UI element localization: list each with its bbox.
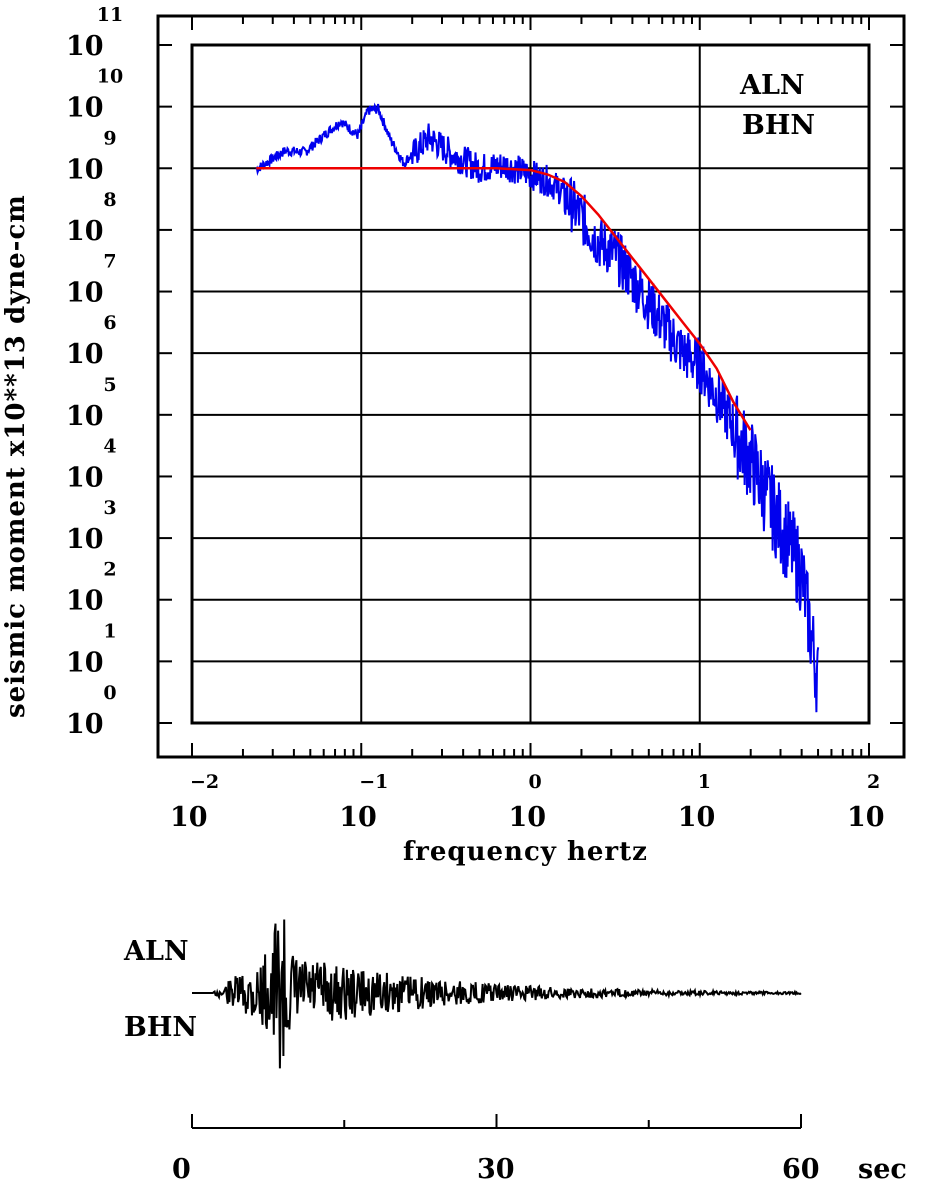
seismogram-station: ALN: [123, 936, 189, 967]
plot-frame-inner: [190, 43, 871, 725]
y-tick-label-exp: 0: [103, 682, 116, 704]
seismogram-channel: BHN: [124, 1012, 197, 1043]
legend-station: ALN: [739, 70, 805, 101]
y-tick-label-base: 10: [66, 339, 104, 370]
y-tick-label-exp: 7: [103, 251, 116, 273]
y-tick-label-base: 10: [66, 31, 104, 62]
series: [255, 102, 820, 713]
time-tick-30: 30: [477, 1154, 515, 1184]
y-tick-label-exp: 2: [103, 559, 116, 581]
time-tick-60: 60: [782, 1154, 820, 1184]
y-tick-label-base: 10: [66, 462, 104, 493]
legend-channel: BHN: [742, 110, 815, 141]
y-tick-label-exp: 5: [103, 374, 116, 396]
y-tick-label-exp: 10: [97, 66, 123, 88]
observed-spectrum-line: [255, 102, 820, 713]
x-tick-label-exp: −2: [190, 771, 219, 793]
x-tick-label-base: 10: [170, 802, 208, 833]
time-unit-label: sec: [858, 1154, 907, 1184]
y-tick-label-exp: 9: [103, 127, 116, 149]
x-tick-label-exp: −1: [359, 771, 388, 793]
x-tick-label-base: 10: [847, 802, 885, 833]
y-tick-label-base: 10: [66, 524, 104, 555]
y-tick-label-exp: 1: [103, 620, 116, 642]
time-tick-0: 0: [172, 1154, 191, 1184]
x-tick-label-base: 10: [339, 802, 377, 833]
time-axis-ticks: [191, 1114, 802, 1128]
y-tick-label-exp: 8: [103, 189, 116, 211]
x-tick-labels: 10 −2 10 −1 10 0 10 1 10 2: [170, 771, 885, 833]
x-tick-label-exp: 2: [867, 771, 880, 793]
y-tick-label-base: 10: [66, 709, 104, 740]
x-tick-label-exp: 1: [698, 771, 711, 793]
y-tick-label-base: 10: [66, 216, 104, 247]
x-tick-label-exp: 0: [529, 771, 542, 793]
x-axis-label: frequency hertz: [403, 837, 648, 867]
x-tick-label-base: 10: [678, 802, 716, 833]
y-tick-label-exp: 3: [103, 497, 116, 519]
y-tick-label-base: 10: [66, 278, 104, 309]
y-tick-label-base: 10: [66, 401, 104, 432]
y-tick-labels: 10 0 10 1 10 2 10 3 10 4 10 5 10 6 10 7 10 8 10 9 10 10 10 11: [66, 4, 123, 740]
y-tick-label-exp: 11: [97, 4, 123, 26]
y-tick-label-base: 10: [66, 154, 104, 185]
y-tick-label-exp: 4: [103, 435, 116, 457]
y-tick-label-base: 10: [66, 647, 104, 678]
model-fit-line: [256, 167, 752, 431]
y-tick-label-exp: 6: [103, 312, 116, 334]
y-tick-label-base: 10: [66, 586, 104, 617]
y-tick-label-base: 10: [66, 93, 104, 124]
axis-ticks: [158, 16, 904, 757]
x-tick-label-base: 10: [509, 802, 547, 833]
y-axis-label: seismic moment x10**13 dyne-cm: [1, 194, 31, 718]
seismogram-trace: [192, 919, 802, 1069]
